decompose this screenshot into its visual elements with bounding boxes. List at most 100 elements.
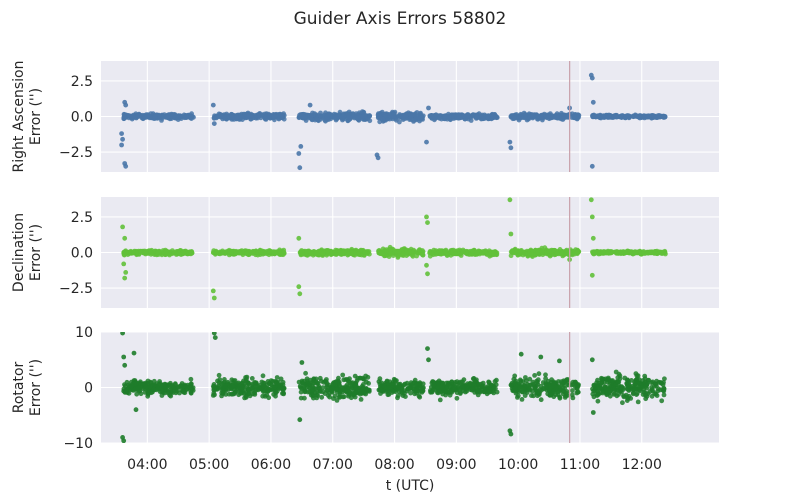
data-point: [211, 387, 217, 393]
data-point: [377, 376, 383, 382]
data-point: [354, 378, 360, 384]
data-point: [555, 115, 561, 121]
data-point: [380, 246, 386, 252]
data-point: [543, 376, 548, 381]
outlier-point: [298, 144, 304, 149]
data-point: [591, 382, 597, 388]
outlier-point: [120, 332, 125, 336]
data-point: [299, 112, 305, 117]
data-point: [531, 381, 536, 387]
data-point: [324, 380, 330, 386]
data-point: [148, 390, 154, 396]
data-point: [121, 114, 127, 120]
data-point: [411, 118, 417, 123]
data-point: [162, 381, 168, 387]
data-point: [350, 380, 355, 386]
data-point: [652, 381, 658, 386]
data-point: [312, 251, 318, 257]
data-point: [403, 394, 408, 399]
data-point: [641, 250, 646, 256]
data-point: [272, 117, 277, 123]
data-point: [454, 395, 460, 401]
data-point: [409, 252, 415, 258]
data-point: [151, 386, 157, 392]
data-point: [231, 391, 237, 397]
outlier-point: [212, 335, 218, 340]
data-point: [377, 381, 383, 387]
data-point: [267, 380, 272, 386]
outlier-point: [133, 407, 139, 413]
data-point: [637, 380, 643, 386]
outlier-point: [297, 165, 303, 171]
data-point: [188, 251, 194, 257]
data-point: [246, 386, 251, 392]
outlier-point: [508, 145, 514, 151]
data-point: [228, 249, 234, 255]
data-point: [512, 386, 518, 392]
data-point: [377, 119, 383, 125]
outlier-point: [121, 261, 127, 267]
data-point: [524, 390, 530, 395]
data-point: [220, 248, 225, 254]
data-point: [413, 111, 418, 117]
data-point: [645, 113, 650, 119]
data-point: [309, 117, 315, 122]
data-point: [539, 249, 545, 255]
data-point: [478, 113, 484, 119]
data-point: [357, 391, 363, 397]
outlier-point: [123, 270, 129, 275]
data-point: [452, 384, 457, 390]
data-point: [237, 250, 243, 256]
data-point: [265, 386, 271, 391]
data-point: [340, 372, 346, 378]
data-point: [617, 376, 623, 382]
data-point: [333, 252, 339, 257]
data-point: [378, 250, 384, 256]
data-point: [607, 115, 612, 120]
data-point: [307, 377, 313, 383]
data-points: [120, 332, 667, 443]
data-point: [264, 248, 270, 254]
data-point: [541, 385, 546, 391]
data-point: [630, 114, 636, 120]
data-point: [449, 379, 455, 385]
data-point: [542, 245, 548, 251]
outlier-point: [299, 360, 305, 365]
outlier-point: [211, 295, 217, 301]
data-point: [444, 385, 449, 390]
data-point: [562, 395, 568, 400]
data-point: [625, 377, 630, 383]
data-point: [215, 378, 220, 384]
outlier-point: [589, 357, 595, 363]
y-axis-label: Declination: [11, 213, 27, 292]
data-point: [249, 376, 255, 381]
x-tick-label: 09:00: [436, 457, 476, 473]
data-point: [527, 115, 533, 120]
data-point: [662, 376, 667, 382]
x-tick-label: 11:00: [560, 457, 600, 473]
data-point: [653, 391, 659, 397]
data-point: [618, 384, 624, 390]
data-point: [416, 381, 422, 387]
data-point: [536, 371, 542, 377]
data-point: [647, 389, 653, 394]
data-point: [317, 386, 322, 391]
data-point: [340, 394, 346, 400]
data-point: [266, 395, 272, 401]
data-point: [414, 253, 419, 259]
y-tick-label: 0.0: [71, 246, 93, 262]
data-point: [390, 388, 396, 394]
data-point: [341, 377, 347, 383]
x-axis-label: t (UTC): [386, 478, 435, 494]
data-point: [662, 114, 668, 119]
data-point: [511, 116, 517, 121]
data-point: [301, 381, 306, 386]
data-point: [345, 378, 351, 384]
data-point: [486, 379, 491, 385]
data-point: [468, 118, 474, 123]
data-point: [640, 392, 646, 397]
data-point: [417, 116, 422, 122]
data-point: [219, 114, 224, 119]
data-point: [298, 389, 304, 395]
